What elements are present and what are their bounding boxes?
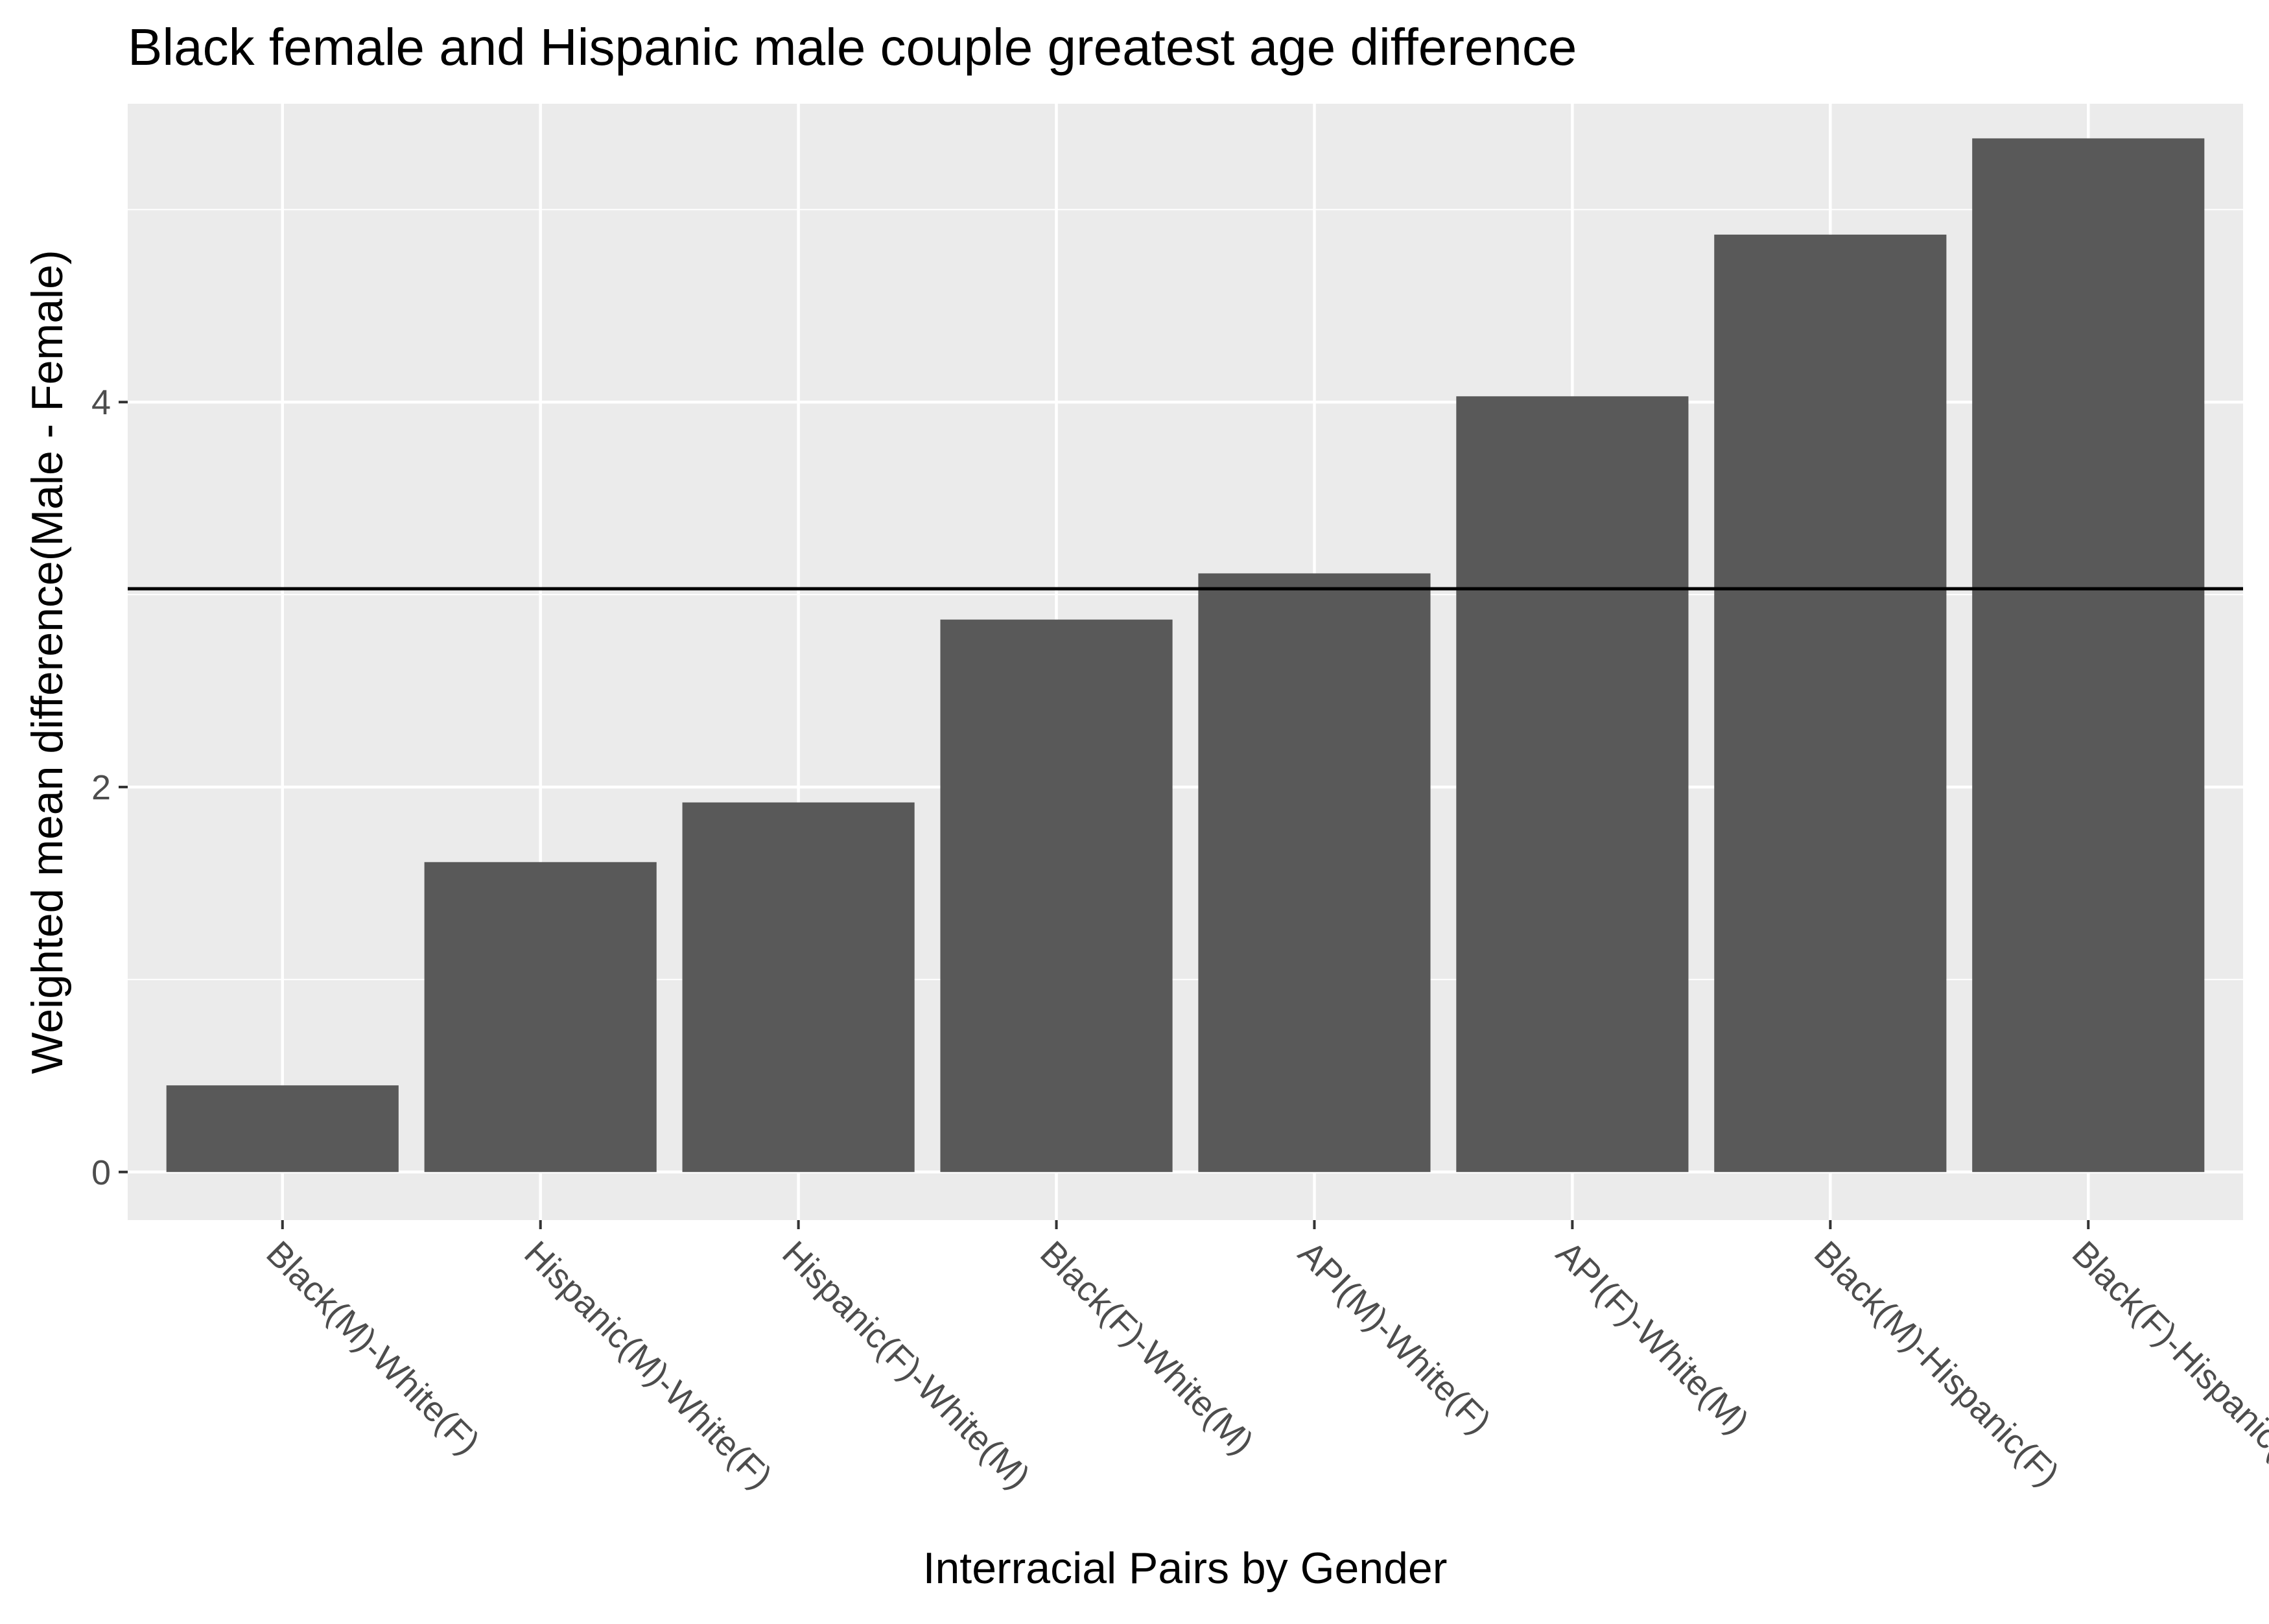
y-tick-label: 0 <box>91 1153 111 1192</box>
bar <box>1972 138 2205 1172</box>
x-axis: Black(M)-White(F) Hispanic(M)-White(F)His… <box>259 1220 2269 1496</box>
y-tick-label: 4 <box>91 383 111 422</box>
y-axis-title: Weighted mean difference(Male - Female) <box>23 250 72 1074</box>
bar <box>424 862 657 1172</box>
x-tick-label: Black(M)-Hispanic(F) <box>1807 1234 2067 1494</box>
bar <box>1714 234 1947 1172</box>
y-axis: 0 2 4 <box>91 383 128 1192</box>
bar <box>940 619 1173 1172</box>
x-tick-label: Black(M)-White(F) <box>259 1234 487 1462</box>
x-tick-label: Black(F)-Hispanic(M) <box>2065 1234 2269 1494</box>
bar <box>1456 396 1689 1172</box>
x-tick-label: Hispanic(F)-White(M) <box>775 1234 1037 1496</box>
bar <box>166 1085 399 1172</box>
x-axis-title: Interracial Pairs by Gender <box>923 1544 1448 1593</box>
y-tick-label: 2 <box>91 768 111 807</box>
bar <box>1198 573 1431 1172</box>
x-tick-label: API(F)-White(M) <box>1549 1234 1756 1441</box>
chart-title: Black female and Hispanic male couple gr… <box>128 18 1577 76</box>
x-tick-label: API(M)-White(F) <box>1291 1234 1498 1441</box>
bars <box>166 138 2205 1172</box>
x-tick-label: Black(F)-White(M) <box>1033 1234 1261 1462</box>
x-tick-label: Hispanic(M)-White(F) <box>517 1234 779 1496</box>
bar <box>682 802 915 1172</box>
